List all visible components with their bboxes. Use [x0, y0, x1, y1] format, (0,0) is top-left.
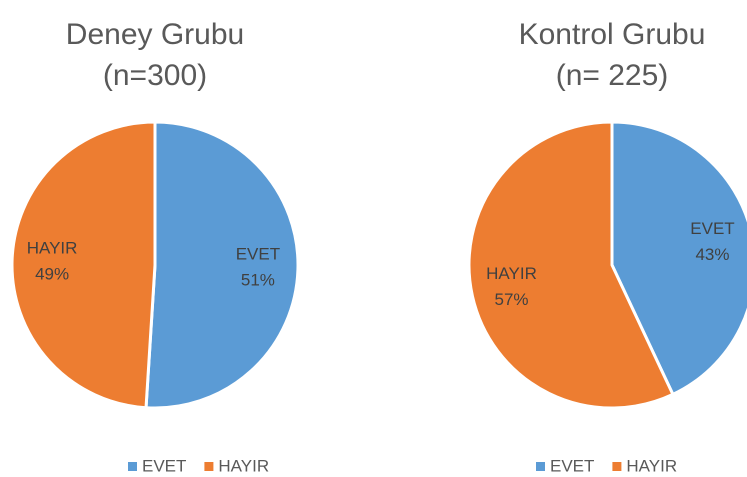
slice-value-label: 43%	[695, 245, 729, 264]
legend-label: EVET	[550, 456, 594, 475]
legend-swatch	[204, 462, 214, 471]
pie-slice	[10, 120, 157, 410]
legend-swatch	[128, 462, 137, 471]
legend-swatch	[536, 462, 545, 471]
slice-category-label: HAYIR	[486, 264, 537, 283]
legend-swatch	[612, 462, 622, 471]
chart-subtitle: (n= 225)	[556, 59, 669, 92]
pie-slice	[467, 120, 675, 410]
legend-label: HAYIR	[218, 456, 269, 475]
slice-category-label: EVET	[236, 245, 280, 264]
chart-title: Deney Grubu	[66, 18, 244, 51]
legend-label: EVET	[142, 456, 186, 475]
slice-value-label: 57%	[495, 290, 529, 309]
legend-label: HAYIR	[626, 456, 677, 475]
slice-category-label: EVET	[690, 219, 734, 238]
pie-slice	[144, 120, 300, 410]
pie-slice	[610, 120, 747, 397]
slice-value-label: 49%	[35, 264, 69, 283]
chart-title: Kontrol Grubu	[519, 18, 706, 51]
chart-subtitle: (n=300)	[103, 59, 207, 92]
slice-category-label: HAYIR	[27, 238, 78, 257]
slice-value-label: 51%	[241, 271, 275, 290]
